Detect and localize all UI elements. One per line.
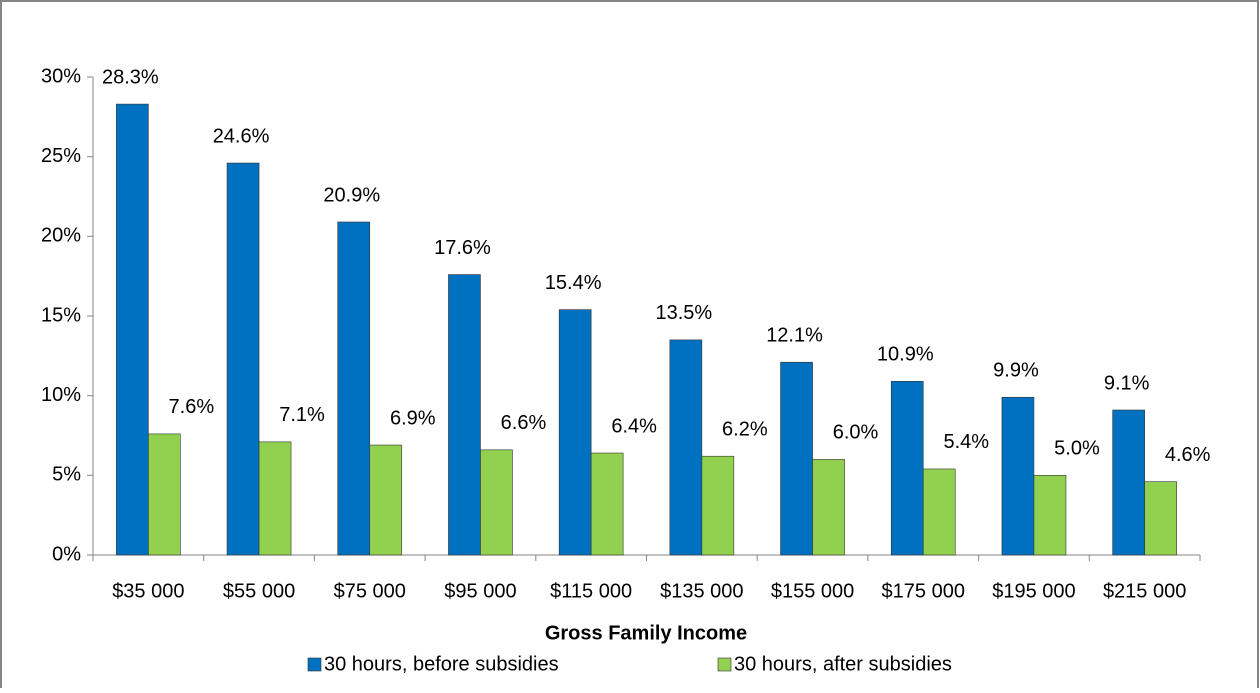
bar	[116, 103, 149, 556]
data-label: 6.0%	[833, 422, 879, 444]
x-tick-label: $55 000	[223, 580, 295, 602]
bar	[669, 339, 703, 556]
data-label: 9.9%	[993, 360, 1039, 382]
data-label: 6.2%	[722, 418, 768, 440]
y-tick-label: 0%	[52, 543, 81, 565]
data-label: 7.1%	[279, 404, 325, 426]
x-tick-label: $155 000	[771, 580, 854, 602]
x-axis-title: Gross Family Income	[545, 622, 747, 644]
bar	[1112, 409, 1145, 556]
y-tick-label: 25%	[41, 145, 81, 167]
bar	[148, 433, 181, 556]
data-label: 15.4%	[545, 272, 602, 294]
bar	[1001, 396, 1035, 556]
data-label: 5.4%	[943, 431, 989, 453]
data-label: 20.9%	[323, 184, 380, 206]
bar	[1144, 481, 1177, 556]
y-tick-label: 30%	[41, 65, 81, 87]
y-tick-label: 15%	[41, 304, 81, 326]
x-tick-label: $35 000	[112, 580, 184, 602]
x-tick-label: $195 000	[992, 580, 1075, 602]
data-label: 28.3%	[102, 66, 159, 88]
bar	[590, 452, 624, 556]
data-label: 24.6%	[213, 125, 270, 147]
x-tick-label: $115 000	[550, 580, 632, 602]
x-tick-label: $135 000	[660, 580, 743, 602]
x-tick-label: $175 000	[882, 580, 965, 602]
legend-label: 30 hours, before subsidies	[324, 653, 559, 675]
data-label: 17.6%	[434, 237, 491, 259]
bar	[226, 162, 260, 556]
bar	[448, 274, 481, 556]
legend-label: 30 hours, after subsidies	[734, 653, 952, 675]
bar	[780, 361, 813, 556]
bar	[558, 309, 592, 556]
bar	[922, 468, 956, 556]
data-label: 9.1%	[1104, 372, 1150, 394]
x-tick-label: $215 000	[1103, 580, 1186, 602]
data-label: 4.6%	[1165, 444, 1211, 466]
y-tick-label: 5%	[52, 464, 81, 486]
bar	[337, 221, 371, 556]
bar	[480, 449, 513, 556]
bar	[369, 444, 403, 556]
data-label: 6.6%	[501, 412, 547, 434]
x-tick-label: $95 000	[444, 580, 516, 602]
data-label: 7.6%	[169, 396, 215, 418]
data-label: 6.4%	[611, 415, 657, 437]
y-tick-label: 10%	[41, 384, 81, 406]
data-label: 13.5%	[655, 302, 712, 324]
data-label: 12.1%	[766, 324, 823, 346]
bar	[1033, 475, 1067, 556]
bar	[701, 455, 735, 556]
bar	[890, 381, 924, 556]
bar	[258, 441, 292, 556]
data-label: 6.9%	[390, 407, 436, 429]
legend-swatch	[307, 657, 322, 672]
x-tick-label: $75 000	[334, 580, 406, 602]
y-tick-label: 20%	[41, 225, 81, 247]
legend-swatch	[717, 657, 732, 672]
data-label: 5.0%	[1054, 438, 1100, 460]
data-label: 10.9%	[877, 344, 934, 366]
bar	[812, 459, 845, 556]
